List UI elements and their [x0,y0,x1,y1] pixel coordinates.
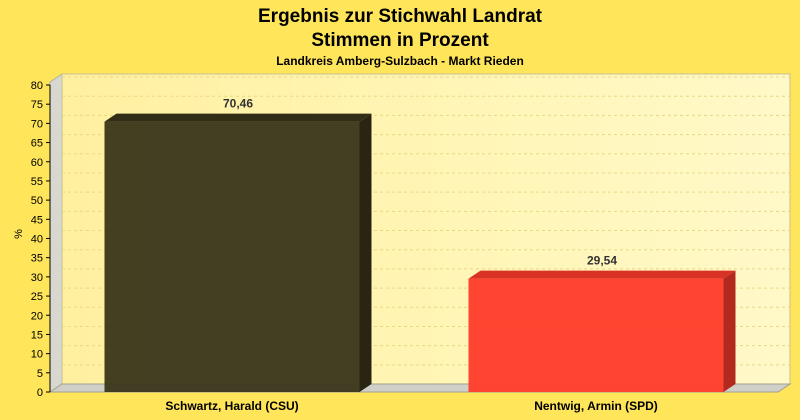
y-tick-label: 0 [37,387,43,399]
x-category-label: Schwartz, Harald (CSU) [165,399,298,413]
bar-front [104,121,360,393]
y-axis-label: % [13,229,25,239]
y-tick-label: 10 [31,349,43,361]
bar-front [468,278,724,392]
bar-value-label: 70,46 [223,97,253,111]
y-tick-label: 65 [31,138,43,150]
y-axis: 0 5 10 15 20 25 30 35 40 45 50 55 60 65 70 75 80 [31,80,51,399]
chart-title-line2: Stimmen in Prozent [311,30,489,51]
y-tick-label: 80 [31,80,43,92]
bar-top [104,113,372,122]
bar-top [468,270,736,279]
y-tick-label: 50 [31,195,43,207]
x-category-label: Nentwig, Armin (SPD) [534,399,658,413]
y-tick-label: 45 [31,214,43,226]
y-tick-label: 20 [31,310,43,322]
y-tick-label: 35 [31,253,43,265]
y-tick-label: 40 [31,234,43,246]
y-tick-label: 25 [31,291,43,303]
bar-side [359,113,372,393]
chart-subtitle: Landkreis Amberg-Sulzbach - Markt Rieden [276,54,524,68]
y-tick-label: 5 [37,368,43,380]
x-axis: Schwartz, Harald (CSU) Nentwig, Armin (SP… [165,399,657,413]
y-tick-label: 75 [31,99,43,111]
y-tick-label: 30 [31,272,43,284]
bars: 70,46 29,54 [104,97,736,393]
y-tick-label: 15 [31,329,43,341]
plot-side-wall [49,73,63,393]
y-tick-label: 55 [31,176,43,188]
y-tick-label: 70 [31,118,43,130]
chart-title: Ergebnis zur Stichwahl Landrat [258,6,543,27]
y-tick-label: 60 [31,157,43,169]
bar-value-label: 29,54 [587,254,617,268]
bar-side [723,270,736,392]
